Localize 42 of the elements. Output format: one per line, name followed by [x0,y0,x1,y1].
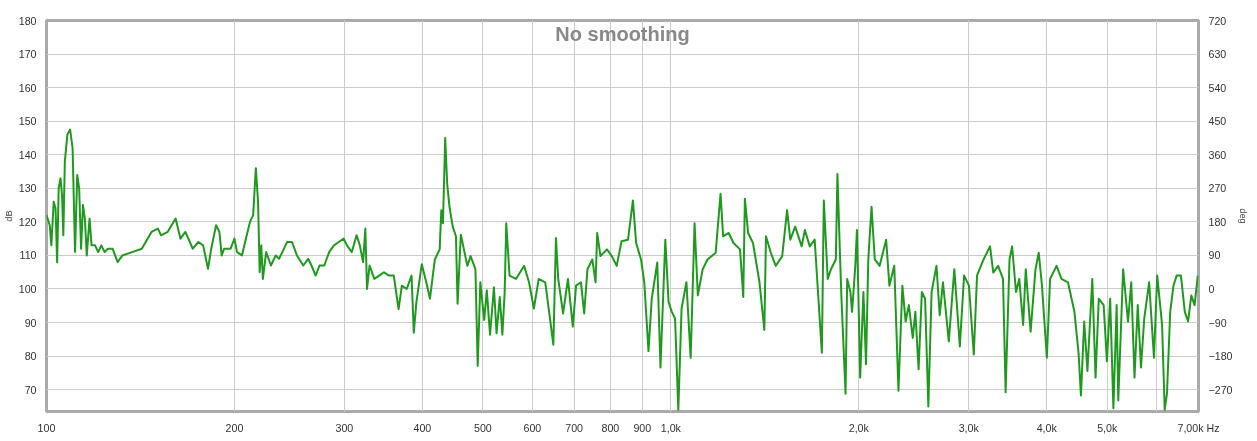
x-tick-label: 7,00k Hz [1177,421,1220,434]
y-tick-label: 90 [24,316,37,329]
x-tick-label: 3,0k [958,421,980,434]
y-tick-label: 130 [18,182,37,195]
y-tick-label: 110 [19,249,37,262]
y2-axis-title: deg [1237,208,1248,224]
y-tick-label: 180 [18,14,37,27]
y-tick-label: 120 [18,215,37,228]
y-axis-title: dB [3,210,14,222]
x-tick-label: 600 [523,421,542,434]
y2-tick-label: 270 [1208,182,1227,195]
y-tick-label: 70 [24,383,37,396]
y2-tick-label: 540 [1208,81,1227,94]
y2-tick-label: 360 [1208,148,1227,161]
y-tick-label: 80 [24,350,37,363]
y-tick-label: 100 [18,283,37,295]
x-tick-label: 900 [633,421,652,434]
y2-tick-label: −270 [1208,383,1233,396]
x-tick-label: 100 [37,421,56,434]
y2-tick-label: 90 [1208,249,1221,262]
x-tick-label: 1,0k [660,421,682,434]
x-tick-label: 700 [565,421,584,434]
y2-tick-label: 450 [1208,115,1227,128]
y2-tick-label: −90 [1208,316,1227,329]
y-tick-label: 170 [18,48,37,61]
y-tick-label: 150 [18,115,37,128]
y2-tick-label: −180 [1208,350,1233,363]
y2-tick-label: 630 [1208,48,1227,61]
y2-tick-label: 720 [1208,14,1227,27]
x-tick-label: 400 [413,421,432,434]
y2-tick-label: 180 [1208,215,1227,228]
y-tick-label: 140 [18,148,37,161]
y2-tick-label: 0 [1208,283,1215,295]
x-tick-label: 200 [225,421,244,434]
x-tick-label: 300 [335,421,354,434]
x-tick-label: 800 [601,421,620,434]
x-tick-label: 5,0k [1097,421,1119,434]
x-tick-label: 2,0k [848,421,870,434]
x-tick-label: 500 [474,421,492,434]
x-tick-label: 4,0k [1036,421,1058,434]
chart-title: No smoothing [555,22,690,45]
y-tick-label: 160 [18,81,37,94]
